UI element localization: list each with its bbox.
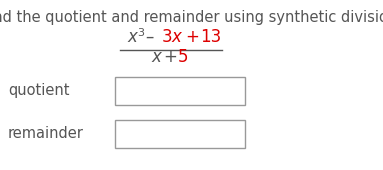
Text: remainder: remainder: [8, 126, 84, 141]
Text: –: –: [145, 28, 153, 46]
Bar: [115, 120, 245, 148]
Text: 3: 3: [137, 28, 144, 38]
Bar: [115, 77, 245, 105]
Text: +: +: [185, 28, 199, 46]
Text: quotient: quotient: [8, 83, 69, 98]
Text: $\it{3x}$: $\it{3x}$: [161, 28, 183, 46]
Text: $\it{x}$: $\it{x}$: [151, 48, 164, 66]
Text: 5: 5: [178, 48, 188, 66]
Text: 13: 13: [200, 28, 221, 46]
Text: Find the quotient and remainder using synthetic division.: Find the quotient and remainder using sy…: [0, 10, 383, 25]
Text: +: +: [163, 48, 177, 66]
Text: $\it{x}$: $\it{x}$: [127, 28, 139, 46]
